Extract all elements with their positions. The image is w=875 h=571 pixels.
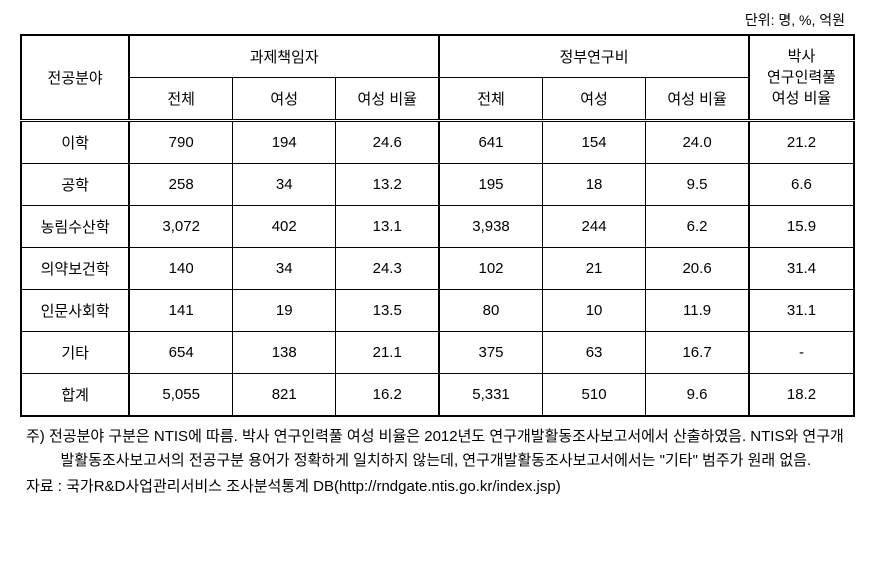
header-sub-female-1: 여성: [233, 78, 336, 121]
cell-value: 80: [439, 290, 542, 332]
cell-value: 20.6: [646, 248, 749, 290]
cell-value: 24.6: [336, 121, 439, 164]
cell-value: 258: [129, 164, 232, 206]
cell-value: 16.7: [646, 332, 749, 374]
table-body: 이학79019424.664115424.021.2공학2583413.2195…: [21, 121, 854, 417]
table-header: 전공분야 과제책임자 정부연구비 박사 연구인력풀 여성 비율 전체 여성 여성…: [21, 35, 854, 121]
header-sub-ratio-1: 여성 비율: [336, 78, 439, 121]
header-major-field: 전공분야: [21, 35, 129, 121]
cell-value: 3,072: [129, 206, 232, 248]
cell-value: 510: [542, 374, 645, 417]
row-label: 공학: [21, 164, 129, 206]
cell-value: 21.2: [749, 121, 854, 164]
cell-value: 654: [129, 332, 232, 374]
cell-value: 6.6: [749, 164, 854, 206]
header-group3-line2: 연구인력풀: [767, 69, 836, 86]
cell-value: 19: [233, 290, 336, 332]
cell-value: 790: [129, 121, 232, 164]
header-sub-total-2: 전체: [439, 78, 542, 121]
cell-value: 15.9: [749, 206, 854, 248]
cell-value: 5,331: [439, 374, 542, 417]
cell-value: 9.5: [646, 164, 749, 206]
cell-value: 244: [542, 206, 645, 248]
header-group1: 과제책임자: [129, 35, 439, 78]
cell-value: 154: [542, 121, 645, 164]
cell-value: 21: [542, 248, 645, 290]
cell-value: 5,055: [129, 374, 232, 417]
cell-value: 34: [233, 164, 336, 206]
header-group3: 박사 연구인력풀 여성 비율: [749, 35, 854, 121]
row-label: 합계: [21, 374, 129, 417]
cell-value: 24.3: [336, 248, 439, 290]
cell-value: 140: [129, 248, 232, 290]
cell-value: 3,938: [439, 206, 542, 248]
row-label: 기타: [21, 332, 129, 374]
data-table: 전공분야 과제책임자 정부연구비 박사 연구인력풀 여성 비율 전체 여성 여성…: [20, 34, 855, 417]
cell-value: 18.2: [749, 374, 854, 417]
header-sub-female-2: 여성: [542, 78, 645, 121]
row-label: 이학: [21, 121, 129, 164]
table-row: 이학79019424.664115424.021.2: [21, 121, 854, 164]
row-label: 의약보건학: [21, 248, 129, 290]
cell-value: 13.5: [336, 290, 439, 332]
header-sub-ratio-2: 여성 비율: [646, 78, 749, 121]
cell-value: 24.0: [646, 121, 749, 164]
cell-value: 375: [439, 332, 542, 374]
table-row: 의약보건학1403424.31022120.631.4: [21, 248, 854, 290]
cell-value: 195: [439, 164, 542, 206]
cell-value: 31.1: [749, 290, 854, 332]
cell-value: 13.1: [336, 206, 439, 248]
unit-label: 단위: 명, %, 억원: [20, 10, 855, 30]
row-label: 인문사회학: [21, 290, 129, 332]
header-group3-line1: 박사: [788, 48, 816, 65]
table-row: 농림수산학3,07240213.13,9382446.215.9: [21, 206, 854, 248]
cell-value: -: [749, 332, 854, 374]
cell-value: 138: [233, 332, 336, 374]
table-row: 인문사회학1411913.5801011.931.1: [21, 290, 854, 332]
cell-value: 141: [129, 290, 232, 332]
cell-value: 63: [542, 332, 645, 374]
cell-value: 21.1: [336, 332, 439, 374]
row-label: 농림수산학: [21, 206, 129, 248]
table-row: 합계5,05582116.25,3315109.618.2: [21, 374, 854, 417]
header-group3-line3: 여성 비율: [772, 90, 831, 107]
cell-value: 10: [542, 290, 645, 332]
table-row: 기타65413821.13756316.7-: [21, 332, 854, 374]
source-text: 자료 : 국가R&D사업관리서비스 조사분석통계 DB(http://rndga…: [26, 475, 849, 499]
cell-value: 18: [542, 164, 645, 206]
table-row: 공학2583413.2195189.56.6: [21, 164, 854, 206]
cell-value: 11.9: [646, 290, 749, 332]
header-sub-total-1: 전체: [129, 78, 232, 121]
cell-value: 13.2: [336, 164, 439, 206]
note-text: 주) 전공분야 구분은 NTIS에 따름. 박사 연구인력풀 여성 비율은 20…: [26, 425, 849, 473]
header-group2: 정부연구비: [439, 35, 749, 78]
cell-value: 6.2: [646, 206, 749, 248]
cell-value: 641: [439, 121, 542, 164]
cell-value: 102: [439, 248, 542, 290]
cell-value: 16.2: [336, 374, 439, 417]
cell-value: 34: [233, 248, 336, 290]
cell-value: 9.6: [646, 374, 749, 417]
cell-value: 194: [233, 121, 336, 164]
cell-value: 402: [233, 206, 336, 248]
cell-value: 31.4: [749, 248, 854, 290]
footnotes: 주) 전공분야 구분은 NTIS에 따름. 박사 연구인력풀 여성 비율은 20…: [20, 425, 855, 499]
cell-value: 821: [233, 374, 336, 417]
